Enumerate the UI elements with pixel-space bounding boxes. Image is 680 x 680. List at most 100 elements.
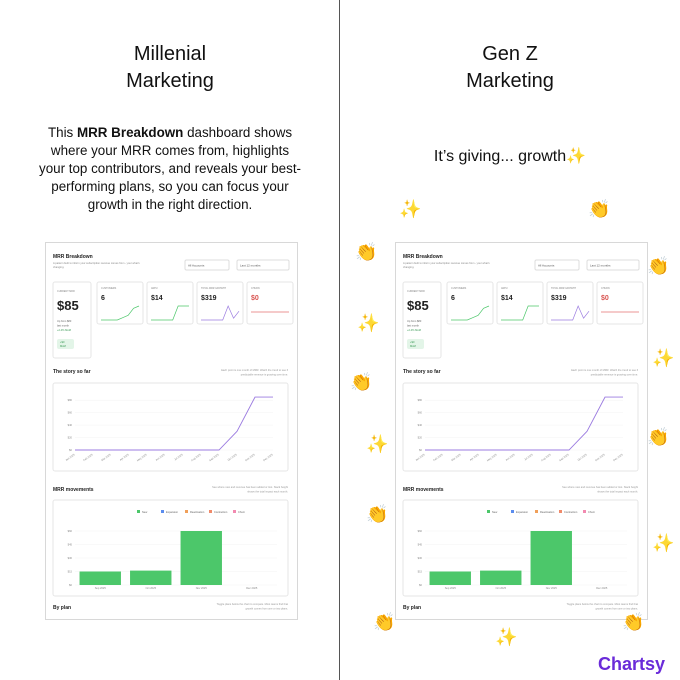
emoji: ✨	[652, 348, 675, 369]
kpi-label: ARPU	[151, 287, 158, 290]
x-tick-label: Jan 2025	[415, 452, 426, 462]
section-note: predictable revenue is growing over time…	[241, 373, 289, 377]
badge-text: MoM	[60, 344, 66, 348]
emoji: ✨	[652, 533, 675, 554]
x-tick-label: Aug 2025	[540, 452, 552, 462]
chart-card	[52, 382, 289, 472]
kpi-value: 6	[451, 295, 455, 302]
emoji: ✨	[357, 313, 380, 334]
sparkline	[551, 305, 590, 321]
y-tick-label: $60	[418, 411, 423, 415]
section-title: By plan	[53, 605, 71, 611]
y-tick-label: $45	[68, 543, 73, 547]
section-note: predictable revenue is growing over time…	[591, 373, 639, 377]
legend-swatch	[137, 510, 140, 513]
legend-swatch	[583, 510, 586, 513]
kpi-note: Up from $83	[57, 319, 72, 323]
legend-swatch	[511, 510, 514, 513]
x-tick-label: Dec 2025	[246, 586, 258, 590]
emoji: 👏	[647, 427, 670, 448]
y-tick-label: $20	[418, 436, 423, 440]
emoji: 👏	[366, 504, 389, 525]
legend-swatch	[185, 510, 188, 513]
bar	[480, 570, 522, 585]
x-tick-label: Jul 2025	[173, 452, 184, 461]
sparkline	[101, 305, 140, 321]
x-tick-label: Apr 2025	[119, 452, 130, 462]
emoji: 👏	[588, 199, 611, 220]
emoji: 👏	[622, 612, 645, 633]
bar	[429, 571, 471, 585]
x-tick-label: Nov 2025	[196, 586, 208, 590]
card	[496, 281, 544, 325]
sparkline	[451, 305, 490, 321]
line	[75, 396, 273, 451]
legend-swatch	[487, 510, 490, 513]
filter-select[interactable]	[586, 259, 640, 271]
x-tick-label: Sep 2025	[558, 452, 570, 462]
section-title: MRR movements	[53, 487, 94, 493]
brand-logo: Chartsy	[598, 654, 666, 674]
x-tick-label: Nov 2025	[244, 452, 256, 462]
x-tick-label: Aug 2025	[190, 452, 202, 462]
bar	[130, 570, 172, 585]
legend-label: Churn	[588, 510, 596, 514]
legend-swatch	[161, 510, 164, 513]
card	[596, 281, 644, 325]
kpi-value: $14	[501, 295, 513, 302]
dashboard-title: MRR Breakdown	[53, 254, 93, 260]
right-heading: Gen Z Marketing	[340, 41, 680, 95]
badge-text: +$0	[60, 340, 65, 344]
y-tick-label: $40	[68, 423, 73, 427]
kpi-value: 6	[101, 295, 105, 302]
card	[446, 281, 494, 325]
section-note: Each point is one month of MRR. Watch th…	[571, 368, 638, 372]
kpi-label: ARPU	[501, 287, 508, 290]
filter-label: Last 12 months	[240, 264, 261, 268]
bar	[79, 571, 121, 585]
legend-label: Expansion	[516, 510, 529, 514]
y-tick-label: $20	[68, 436, 73, 440]
y-tick-label: $40	[418, 423, 423, 427]
caption: It’s giving... growth✨	[433, 148, 587, 165]
y-tick-label: $0	[69, 583, 72, 587]
section-note: shows the total impact each month.	[247, 490, 288, 494]
y-tick-label: $0	[69, 448, 72, 452]
filter-select[interactable]	[184, 259, 230, 271]
legend-label: Contraction	[214, 510, 228, 514]
section-title: The story so far	[53, 369, 91, 375]
section-title: By plan	[403, 605, 421, 611]
card	[246, 281, 294, 325]
filter-select[interactable]	[236, 259, 290, 271]
x-tick-label: Sep 2025	[95, 586, 107, 590]
text: dashboard shows where your MRR comes fro…	[39, 125, 301, 212]
y-tick-label: $30	[418, 556, 423, 560]
x-tick-label: Dec 2025	[596, 586, 608, 590]
y-tick-label: $0	[419, 448, 422, 452]
kpi-value: $14	[151, 295, 163, 302]
kpi-label: TOTAL MRR GROWTH	[551, 287, 576, 290]
emoji: ✨	[495, 627, 518, 648]
card	[96, 281, 144, 325]
y-tick-label: $80	[418, 398, 423, 402]
emoji: 👏	[355, 242, 378, 263]
legend-label: Contraction	[564, 510, 578, 514]
section-note: growth comes from one or two plans.	[595, 607, 638, 611]
legend-swatch	[209, 510, 212, 513]
left-heading: Millenial Marketing	[0, 41, 340, 95]
x-tick-label: Apr 2025	[469, 452, 480, 462]
x-tick-label: Jun 2025	[155, 452, 166, 462]
y-tick-label: $15	[418, 570, 423, 574]
section-note: growth comes from one or two plans.	[245, 607, 288, 611]
emoji: 👏	[350, 372, 373, 393]
filter-select[interactable]	[534, 259, 580, 271]
emoji: ✨	[366, 434, 389, 455]
y-tick-label: $15	[68, 570, 73, 574]
x-tick-label: Mar 2025	[100, 452, 112, 462]
kpi-label: CURRENT MRR	[57, 290, 75, 293]
legend-label: Reactivation	[540, 510, 555, 514]
kpi-label: CUSTOMERS	[451, 287, 467, 290]
y-tick-label: $45	[418, 543, 423, 547]
